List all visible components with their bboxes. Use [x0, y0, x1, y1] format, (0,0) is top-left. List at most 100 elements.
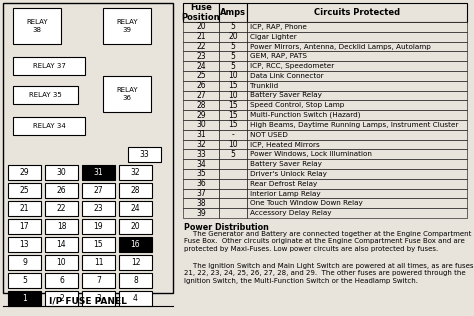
FancyBboxPatch shape	[45, 219, 78, 234]
Text: 18: 18	[57, 222, 66, 231]
FancyBboxPatch shape	[45, 183, 78, 198]
Text: 4: 4	[133, 294, 138, 303]
FancyBboxPatch shape	[45, 201, 78, 216]
Text: 32: 32	[196, 140, 206, 149]
Text: 12: 12	[131, 258, 140, 267]
FancyBboxPatch shape	[8, 273, 41, 288]
FancyBboxPatch shape	[219, 159, 247, 169]
Text: The Generator and Battery are connected together at the Engine Compartment Fuse : The Generator and Battery are connected …	[184, 231, 471, 252]
FancyBboxPatch shape	[247, 159, 467, 169]
FancyBboxPatch shape	[219, 208, 247, 218]
FancyBboxPatch shape	[183, 159, 219, 169]
FancyBboxPatch shape	[219, 110, 247, 120]
Text: RELAY 37: RELAY 37	[33, 63, 65, 69]
Text: 15: 15	[228, 81, 238, 90]
Text: 28: 28	[196, 101, 206, 110]
FancyBboxPatch shape	[183, 189, 219, 198]
FancyBboxPatch shape	[183, 208, 219, 218]
Text: 29: 29	[196, 111, 206, 119]
Text: 21: 21	[20, 204, 29, 213]
Text: 10: 10	[57, 258, 66, 267]
FancyBboxPatch shape	[45, 165, 78, 180]
Text: 9: 9	[22, 258, 27, 267]
Text: 5: 5	[230, 62, 236, 70]
Text: 2: 2	[59, 294, 64, 303]
Text: 20: 20	[228, 32, 238, 41]
Text: 6: 6	[59, 276, 64, 285]
Text: 22: 22	[196, 42, 206, 51]
FancyBboxPatch shape	[219, 100, 247, 110]
FancyBboxPatch shape	[183, 110, 219, 120]
Text: 5: 5	[230, 22, 236, 31]
Text: 26: 26	[57, 186, 66, 195]
FancyBboxPatch shape	[8, 237, 41, 252]
Text: Speed Control, Stop Lamp: Speed Control, Stop Lamp	[250, 102, 345, 108]
FancyBboxPatch shape	[13, 86, 78, 104]
Text: 5: 5	[230, 42, 236, 51]
FancyBboxPatch shape	[183, 140, 219, 149]
Text: -: -	[232, 130, 234, 139]
FancyBboxPatch shape	[119, 219, 152, 234]
FancyBboxPatch shape	[247, 71, 467, 81]
FancyBboxPatch shape	[128, 147, 161, 162]
Text: NOT USED: NOT USED	[250, 132, 288, 138]
FancyBboxPatch shape	[183, 130, 219, 140]
Text: 21: 21	[196, 32, 206, 41]
FancyBboxPatch shape	[119, 237, 152, 252]
Text: 5: 5	[230, 52, 236, 61]
FancyBboxPatch shape	[45, 255, 78, 270]
FancyBboxPatch shape	[119, 201, 152, 216]
Text: The Ignition Switch and Main Light Switch are powered at all times, as are fuses: The Ignition Switch and Main Light Switc…	[184, 263, 474, 284]
Text: 19: 19	[94, 222, 103, 231]
FancyBboxPatch shape	[119, 291, 152, 306]
FancyBboxPatch shape	[183, 22, 219, 32]
Text: High Beams, Daytime Running Lamps, Instrument Cluster: High Beams, Daytime Running Lamps, Instr…	[250, 122, 458, 128]
FancyBboxPatch shape	[247, 198, 467, 208]
FancyBboxPatch shape	[219, 81, 247, 91]
Text: Power Distribution: Power Distribution	[184, 223, 269, 232]
Text: RELAY
38: RELAY 38	[26, 20, 48, 33]
Text: Cigar Lighter: Cigar Lighter	[250, 34, 297, 40]
FancyBboxPatch shape	[8, 165, 41, 180]
Text: 25: 25	[196, 71, 206, 80]
Text: 27: 27	[94, 186, 103, 195]
Text: 28: 28	[131, 186, 140, 195]
FancyBboxPatch shape	[247, 61, 467, 71]
FancyBboxPatch shape	[82, 255, 115, 270]
Text: 15: 15	[94, 240, 103, 249]
FancyBboxPatch shape	[119, 273, 152, 288]
Text: Interior Lamp Relay: Interior Lamp Relay	[250, 191, 320, 197]
FancyBboxPatch shape	[219, 169, 247, 179]
FancyBboxPatch shape	[247, 179, 467, 189]
FancyBboxPatch shape	[183, 120, 219, 130]
FancyBboxPatch shape	[183, 169, 219, 179]
FancyBboxPatch shape	[247, 149, 467, 159]
Text: Amps: Amps	[220, 8, 246, 17]
Text: 16: 16	[131, 240, 140, 249]
Text: Multi-Function Switch (Hazard): Multi-Function Switch (Hazard)	[250, 112, 361, 118]
FancyBboxPatch shape	[8, 291, 41, 306]
Text: 1: 1	[22, 294, 27, 303]
FancyBboxPatch shape	[183, 42, 219, 52]
FancyBboxPatch shape	[183, 91, 219, 100]
FancyBboxPatch shape	[119, 165, 152, 180]
Text: GEM, RAP, PATS: GEM, RAP, PATS	[250, 53, 307, 59]
FancyBboxPatch shape	[45, 237, 78, 252]
Text: RELAY
39: RELAY 39	[116, 20, 138, 33]
Text: 20: 20	[131, 222, 140, 231]
FancyBboxPatch shape	[247, 208, 467, 218]
Text: 17: 17	[20, 222, 29, 231]
FancyBboxPatch shape	[247, 52, 467, 61]
Text: ICP, RCC, Speedometer: ICP, RCC, Speedometer	[250, 63, 334, 69]
Text: 34: 34	[196, 160, 206, 169]
FancyBboxPatch shape	[13, 117, 85, 135]
Text: 10: 10	[228, 140, 238, 149]
FancyBboxPatch shape	[8, 219, 41, 234]
Text: Power Windows, Lock Illumination: Power Windows, Lock Illumination	[250, 151, 372, 157]
FancyBboxPatch shape	[219, 52, 247, 61]
Text: 33: 33	[196, 150, 206, 159]
Text: Power Mirrors, Antenna, Decklid Lamps, Autolamp: Power Mirrors, Antenna, Decklid Lamps, A…	[250, 44, 431, 50]
Text: 27: 27	[196, 91, 206, 100]
Text: 7: 7	[96, 276, 101, 285]
Text: 38: 38	[196, 199, 206, 208]
